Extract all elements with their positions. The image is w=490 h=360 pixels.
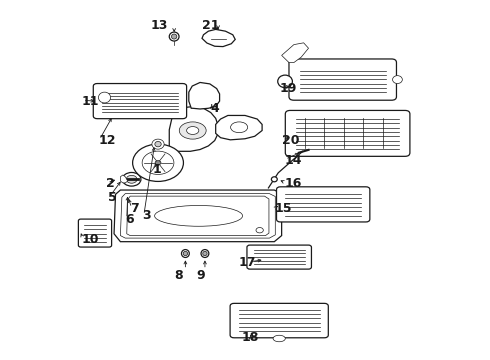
Ellipse shape	[98, 92, 111, 103]
Text: 10: 10	[81, 233, 99, 246]
Ellipse shape	[122, 172, 141, 186]
Polygon shape	[127, 196, 269, 235]
Text: 17: 17	[239, 256, 256, 269]
Text: 5: 5	[108, 192, 117, 204]
Polygon shape	[114, 190, 282, 242]
FancyBboxPatch shape	[230, 303, 328, 338]
FancyBboxPatch shape	[289, 59, 396, 100]
Ellipse shape	[231, 122, 247, 133]
Ellipse shape	[181, 249, 189, 257]
FancyBboxPatch shape	[93, 84, 187, 119]
Text: 13: 13	[151, 19, 168, 32]
Ellipse shape	[278, 75, 293, 87]
Ellipse shape	[187, 127, 199, 134]
Text: 20: 20	[282, 134, 299, 147]
Ellipse shape	[152, 139, 164, 149]
Polygon shape	[121, 194, 275, 238]
Text: 1: 1	[152, 163, 161, 176]
Ellipse shape	[133, 144, 183, 181]
Ellipse shape	[203, 251, 207, 256]
Polygon shape	[282, 43, 309, 63]
Text: 2: 2	[106, 177, 115, 190]
Ellipse shape	[271, 177, 277, 182]
Text: 11: 11	[81, 95, 99, 108]
Text: 15: 15	[274, 202, 292, 215]
Ellipse shape	[142, 151, 174, 175]
Ellipse shape	[273, 335, 285, 342]
FancyBboxPatch shape	[247, 245, 312, 269]
Ellipse shape	[126, 175, 137, 183]
Text: 16: 16	[284, 177, 301, 190]
Text: 14: 14	[284, 154, 301, 167]
Ellipse shape	[172, 34, 177, 39]
Polygon shape	[202, 30, 235, 46]
FancyBboxPatch shape	[276, 187, 370, 222]
Text: 12: 12	[98, 134, 116, 147]
Polygon shape	[216, 116, 262, 140]
Text: 6: 6	[125, 213, 134, 226]
FancyBboxPatch shape	[285, 111, 410, 156]
Text: 4: 4	[211, 102, 220, 115]
Ellipse shape	[155, 206, 243, 226]
Text: 3: 3	[143, 210, 151, 222]
Ellipse shape	[201, 249, 209, 257]
Polygon shape	[169, 107, 218, 151]
Text: 18: 18	[241, 331, 259, 344]
Ellipse shape	[169, 32, 179, 41]
Polygon shape	[121, 175, 128, 183]
Ellipse shape	[256, 228, 263, 233]
Text: 7: 7	[130, 202, 139, 215]
Ellipse shape	[179, 122, 206, 139]
Text: 21: 21	[202, 19, 220, 32]
Polygon shape	[189, 82, 220, 109]
Ellipse shape	[392, 76, 402, 84]
Ellipse shape	[155, 141, 161, 147]
Text: 19: 19	[279, 82, 296, 95]
Text: 8: 8	[175, 269, 183, 282]
Ellipse shape	[155, 161, 161, 165]
FancyBboxPatch shape	[78, 219, 112, 247]
Text: 9: 9	[196, 269, 205, 282]
Ellipse shape	[183, 251, 188, 256]
